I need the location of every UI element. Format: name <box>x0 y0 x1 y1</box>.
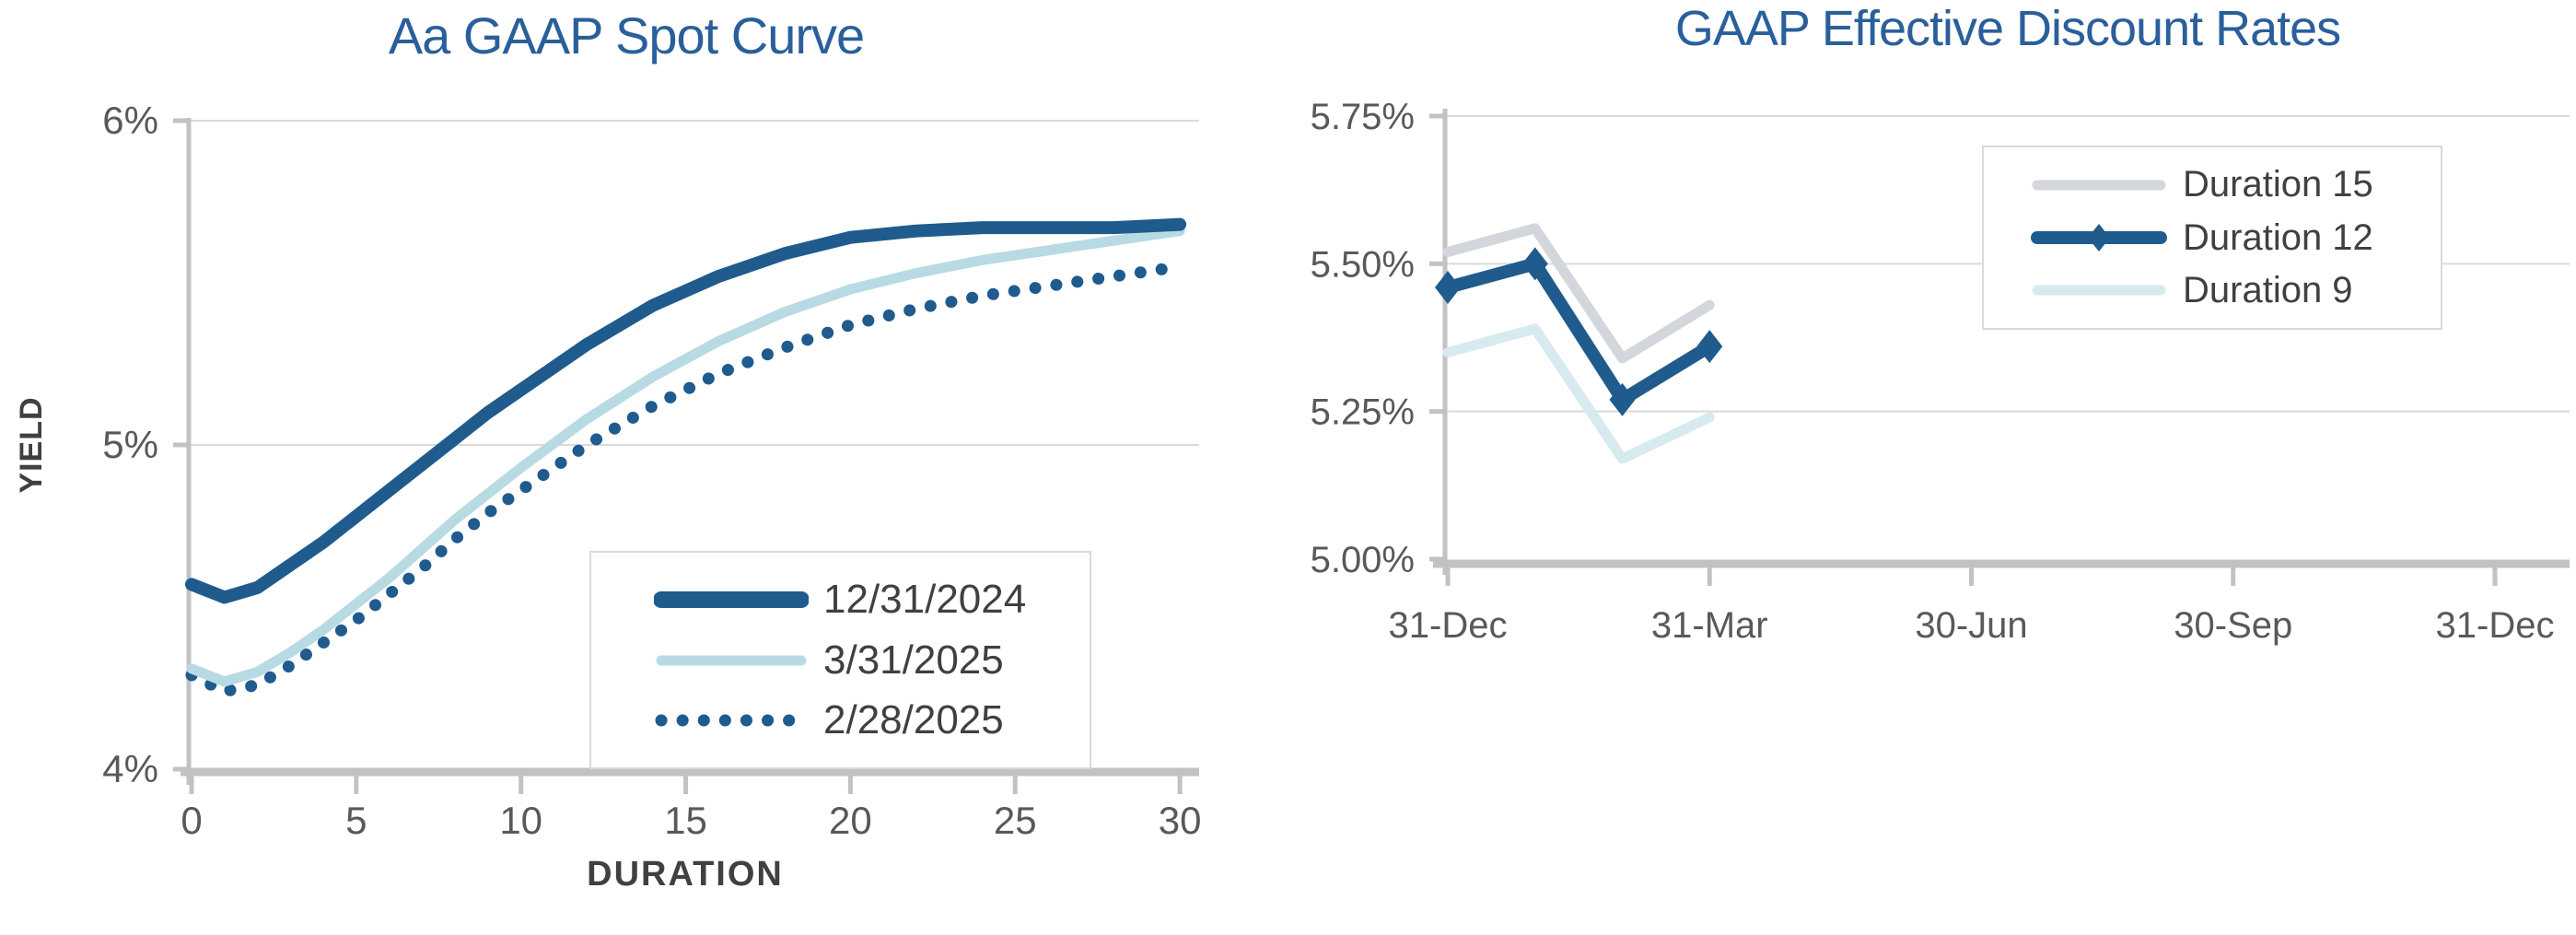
x-tick-label: 31-Mar <box>1651 605 1768 646</box>
y-tick-label: 5% <box>102 423 158 466</box>
left-chart-y-axis-label: YIELD <box>14 396 49 494</box>
legend-label: Duration 12 <box>2183 216 2373 258</box>
y-tick-label: 4% <box>102 747 158 790</box>
legend-line-sample <box>654 590 809 608</box>
y-tick-label: 5.25% <box>1311 392 1415 433</box>
legend-line-sample <box>2032 180 2166 191</box>
series-marker-diamond <box>1696 330 1723 364</box>
y-tick-label: 5.75% <box>1311 97 1415 137</box>
right-chart-title: GAAP Effective Discount Rates <box>1674 1 2341 56</box>
series-marker-diamond <box>1435 270 1461 304</box>
series-marker-diamond <box>1609 382 1636 416</box>
y-tick-label: 5.50% <box>1311 244 1415 285</box>
x-tick-label: 31-Dec <box>1389 605 1508 646</box>
x-tick-label: 30-Jun <box>1915 605 2027 646</box>
legend-label: 2/28/2025 <box>823 697 1004 743</box>
series-line-duration-15 <box>1442 223 1715 364</box>
legend-sample-diamond <box>2088 224 2110 251</box>
left-chart-title: Aa GAAP Spot Curve <box>388 6 865 64</box>
x-tick-label: 20 <box>829 799 872 842</box>
legend-label: Duration 15 <box>2183 164 2373 205</box>
series-line-duration-12 <box>1441 257 1717 406</box>
legend-label: Duration 9 <box>2183 269 2353 310</box>
legend-item: 2/28/2025 <box>654 697 1090 743</box>
legend-item: 3/31/2025 <box>654 637 1090 684</box>
y-tick-label: 5.00% <box>1311 540 1415 580</box>
x-tick-label: 15 <box>664 799 707 842</box>
x-tick-label: 10 <box>499 799 542 842</box>
series-line-duration-9 <box>1442 323 1715 464</box>
y-tick-label: 6% <box>102 99 158 142</box>
legend-line-sample <box>2032 285 2166 296</box>
left-chart-legend: 12/31/2024 3/31/2025 2/28/2025 <box>589 551 1091 769</box>
legend-label: 3/31/2025 <box>823 637 1004 683</box>
series-line-2-28-2025 <box>185 260 1186 698</box>
series-marker-diamond <box>1521 247 1548 281</box>
legend-item: Duration 12 <box>2030 217 2441 259</box>
x-tick-label: 30 <box>1159 799 1202 842</box>
left-chart-x-axis-label: DURATION <box>587 855 784 894</box>
legend-line-sample <box>656 655 807 665</box>
x-tick-label: 0 <box>181 799 202 842</box>
legend-line-sample <box>655 714 808 727</box>
legend-line-sample <box>2031 224 2167 251</box>
legend-label: 12/31/2024 <box>823 576 1027 622</box>
legend-item: Duration 15 <box>2030 164 2441 205</box>
series-line-12-31-2024 <box>185 217 1187 604</box>
series-line-3-31-2025 <box>186 226 1185 687</box>
x-tick-label: 25 <box>994 799 1037 842</box>
x-tick-label: 5 <box>345 799 367 842</box>
right-chart-legend: Duration 15 Duration 12 Duration 9 <box>1982 146 2442 330</box>
x-tick-label: 30-Sep <box>2174 605 2292 646</box>
x-tick-label: 31-Dec <box>2436 605 2555 646</box>
legend-item: 12/31/2024 <box>654 577 1090 623</box>
legend-item: Duration 9 <box>2030 270 2441 311</box>
